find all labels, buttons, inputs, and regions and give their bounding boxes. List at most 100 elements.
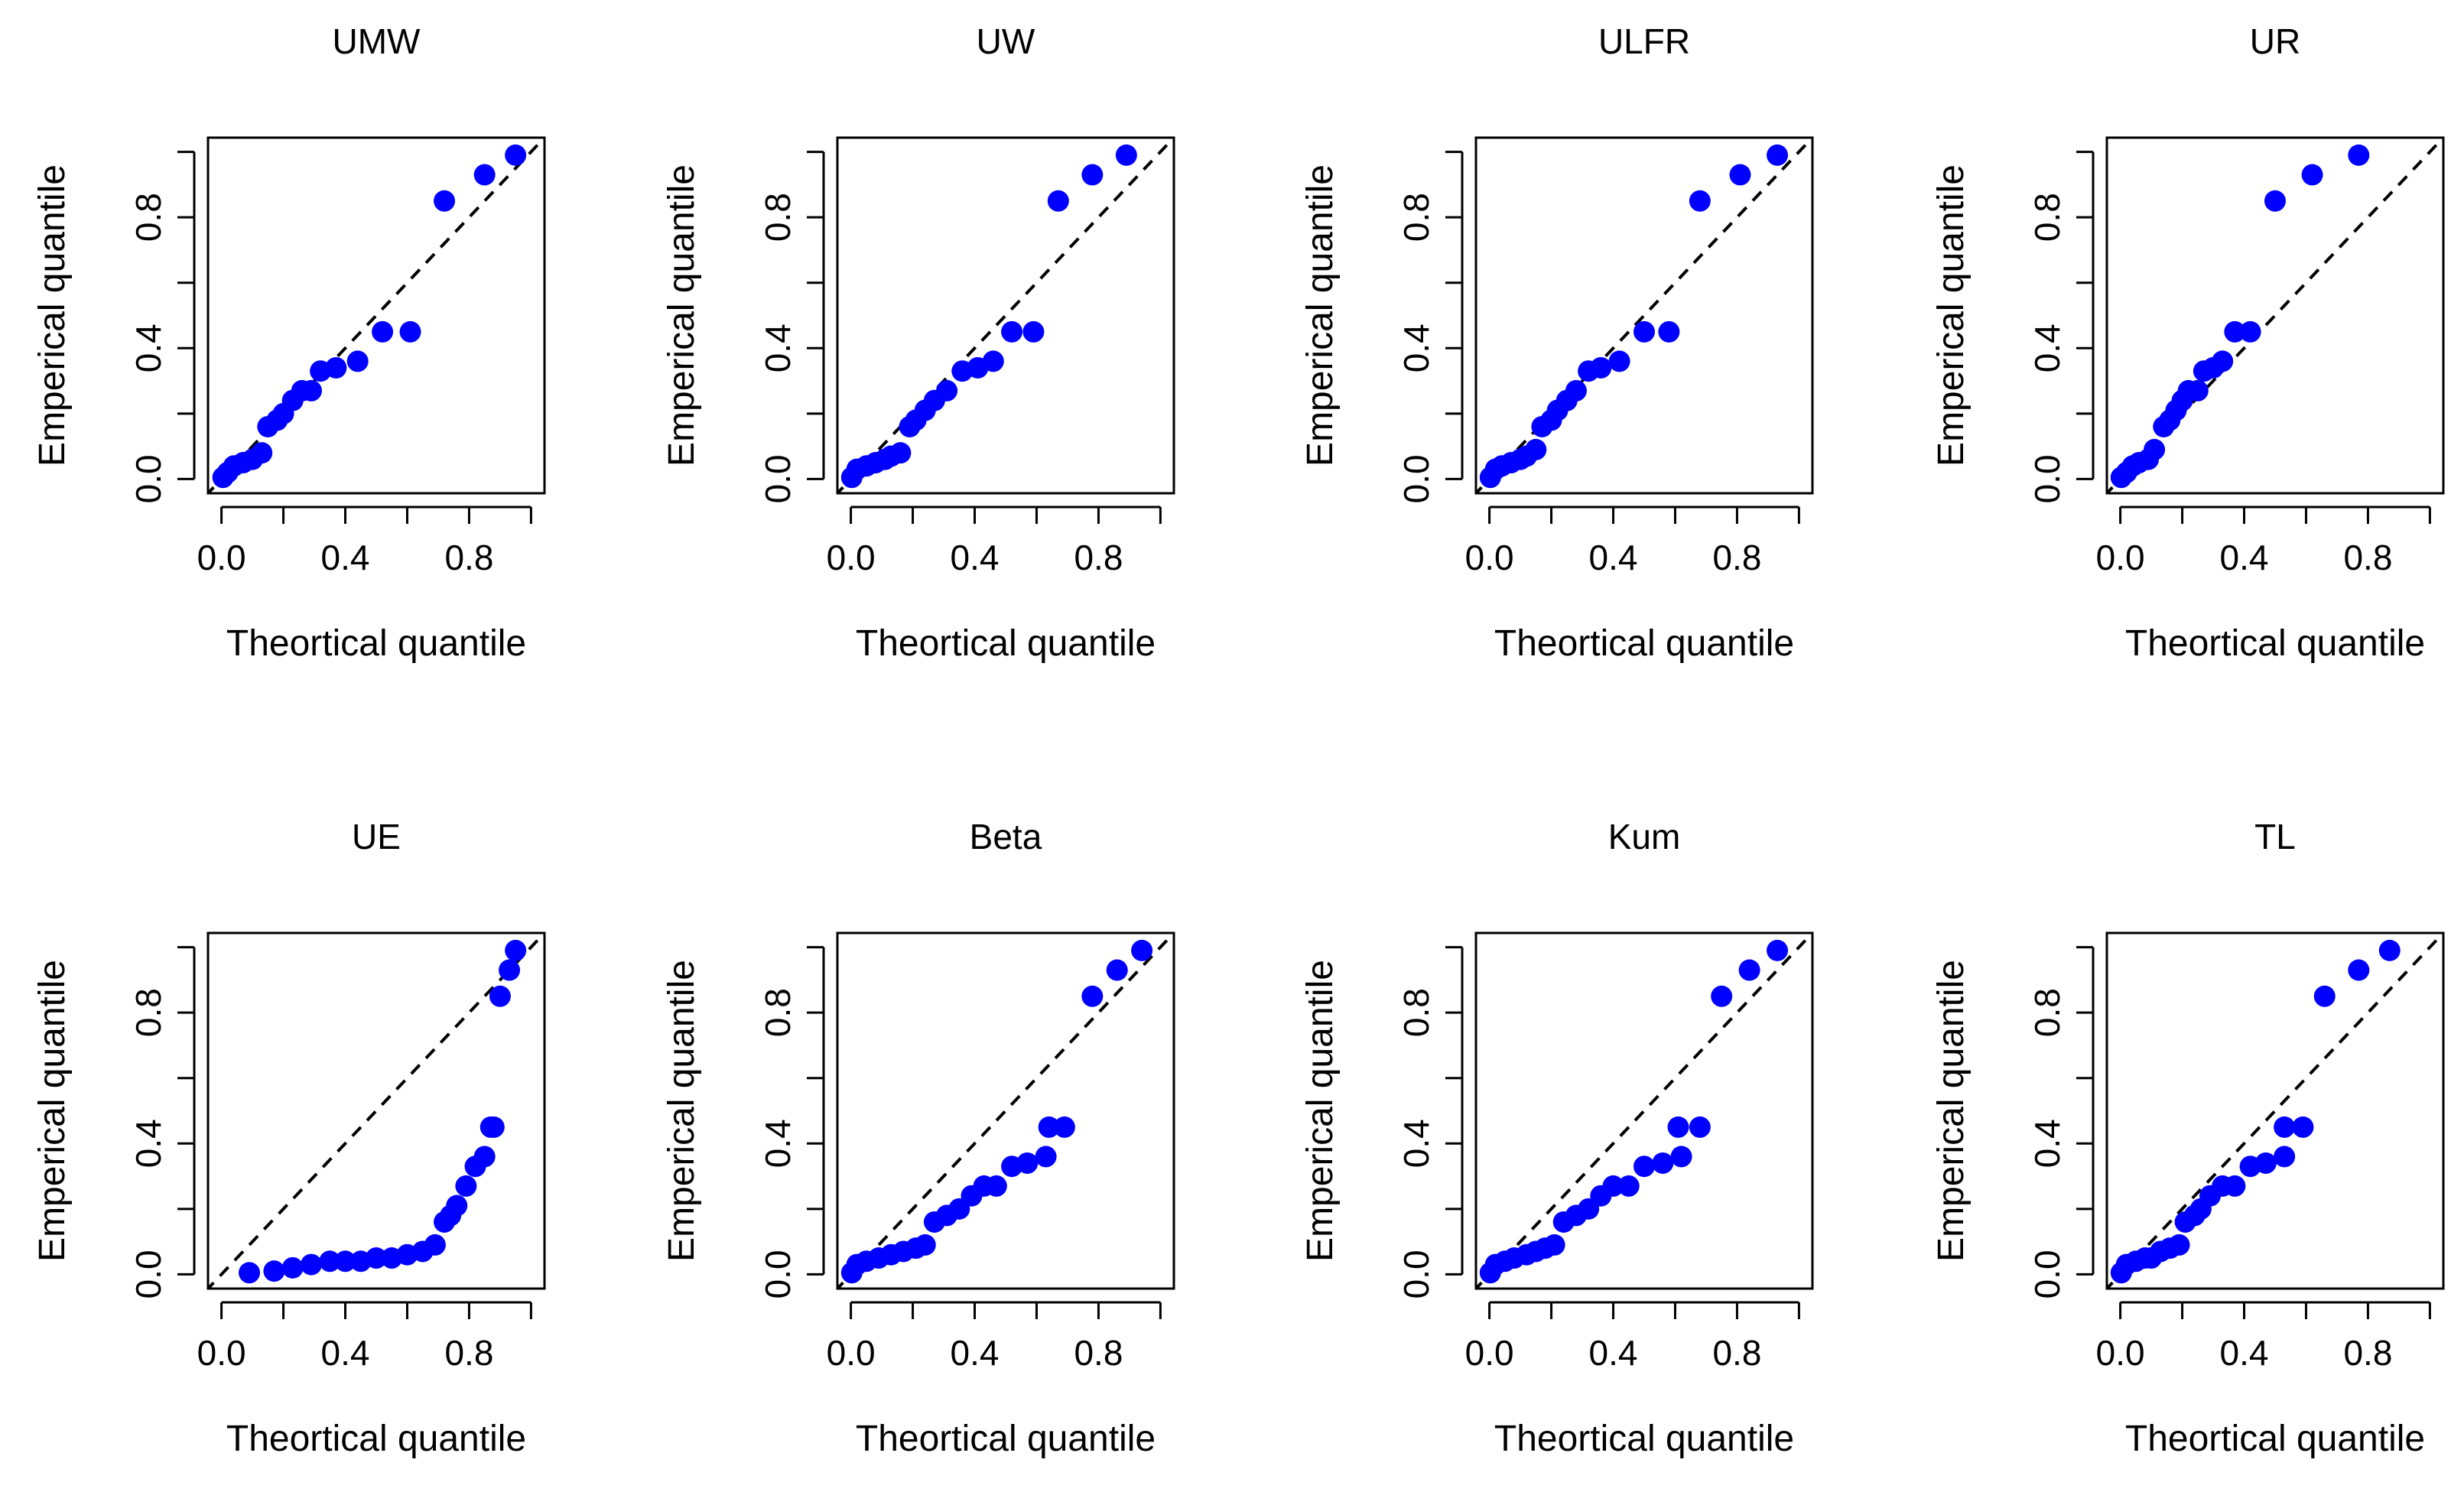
data-point [1711, 985, 1733, 1007]
y-tick-label: 0.4 [128, 323, 168, 372]
y-axis-label: Emperical quantile [32, 960, 73, 1262]
x-tick-label: 0.4 [1589, 1333, 1638, 1373]
data-point [372, 320, 394, 343]
x-tick-label: 0.8 [2343, 1333, 2392, 1373]
panel-ue: UE 0.0 0.4 0.8 0.0 0.4 0.8 Theortical quantile E… [32, 817, 546, 1459]
y-tick-label: 0.0 [2027, 1250, 2067, 1299]
x-tick-label: 0.4 [951, 1333, 1000, 1373]
panel-ur: UR 0.0 0.4 0.8 0.0 0.4 0.8 Theortical quantile E… [1931, 21, 2445, 664]
y-tick-label: 0.8 [2027, 988, 2067, 1037]
data-point [1081, 164, 1104, 186]
data-point [2301, 164, 2323, 186]
plot-box [206, 931, 546, 1290]
data-point [334, 1250, 356, 1273]
panel-title: UE [352, 817, 401, 857]
data-point [1590, 356, 1612, 379]
data-point [2274, 1116, 2296, 1138]
data-point [300, 379, 322, 401]
data-point [489, 985, 511, 1007]
reference-line [837, 138, 1174, 493]
y-tick-label: 0.0 [1396, 1250, 1436, 1299]
panel-ulfr: ULFR 0.0 0.4 0.8 0.0 0.4 0.8 Theortical quantil… [1300, 21, 1814, 664]
x-tick-label: 0.0 [197, 1333, 246, 1373]
data-point [2224, 1175, 2246, 1197]
y-axis-label: Emperical quantile [1300, 164, 1341, 466]
data-point [2274, 1146, 2296, 1168]
data-point [1022, 320, 1045, 343]
x-tick-label: 0.8 [1074, 538, 1123, 577]
panel-tl: TL 0.0 0.4 0.8 0.0 0.4 0.8 Theortical quantile E… [1931, 817, 2445, 1459]
x-tick-label: 0.8 [1074, 1333, 1123, 1373]
y-tick-label: 0.0 [758, 454, 798, 503]
y-tick-label: 0.4 [1396, 1119, 1436, 1168]
reference-line [208, 138, 544, 493]
y-axis-label: Emperical quantile [1931, 960, 1972, 1262]
plot-box [1474, 931, 1814, 1290]
data-point [1658, 320, 1680, 343]
data-point [505, 144, 527, 166]
data-point [263, 1260, 285, 1282]
data-point [1633, 320, 1655, 343]
data-point [914, 1234, 936, 1256]
x-axis-label: Theortical quantile [1494, 1419, 1794, 1459]
x-tick-label: 0.4 [1589, 538, 1638, 577]
data-point [1670, 1146, 1692, 1168]
data-point [281, 1256, 304, 1279]
y-tick-label: 0.8 [2027, 193, 2067, 242]
data-point [1016, 1152, 1039, 1174]
data-point [366, 1247, 387, 1269]
data-point [1767, 939, 1789, 961]
panel-title: Kum [1608, 817, 1681, 857]
data-point [1047, 190, 1069, 212]
data-point [2239, 320, 2261, 343]
data-point [319, 1250, 341, 1273]
data-point [982, 350, 1004, 372]
data-point [346, 350, 369, 372]
plot-box [836, 931, 1175, 1290]
data-point [2254, 1152, 2277, 1174]
data-point [1035, 1146, 1057, 1168]
y-tick-label: 0.4 [758, 323, 798, 372]
data-point [325, 356, 347, 379]
panel-uw: UW 0.0 0.4 0.8 0.0 0.4 0.8 Theortical quantile E… [662, 21, 1175, 664]
plot-box [836, 136, 1175, 495]
x-axis-label: Theortical quantile [226, 623, 526, 664]
y-tick-label: 0.0 [128, 454, 168, 503]
x-tick-label: 0.4 [321, 538, 370, 577]
y-tick-label: 0.8 [1396, 988, 1436, 1037]
y-tick-label: 0.0 [2027, 454, 2067, 503]
y-tick-label: 0.8 [758, 988, 798, 1037]
data-point [1543, 1234, 1565, 1256]
plot-box [2105, 136, 2445, 495]
data-point [2186, 379, 2209, 401]
y-tick-label: 0.8 [758, 193, 798, 242]
data-point [2292, 1116, 2314, 1138]
y-tick-label: 0.8 [1396, 193, 1436, 242]
data-point [424, 1234, 446, 1256]
y-axis-label: Emperical quantile [662, 960, 702, 1262]
y-tick-label: 0.0 [758, 1250, 798, 1299]
data-point [1525, 438, 1547, 460]
panel-title: UW [977, 21, 1035, 61]
panel-umw: UMW 0.0 0.4 0.8 0.0 0.4 0.8 Theortical quantile… [32, 21, 546, 664]
y-tick-label: 0.4 [128, 1119, 168, 1168]
x-tick-label: 0.4 [2220, 1333, 2269, 1373]
data-point [2378, 939, 2401, 961]
x-axis-label: Theortical quantile [2125, 1419, 2425, 1459]
y-axis-label: Emperical quantile [32, 164, 73, 466]
data-point [1115, 144, 1137, 166]
panel-kum: Kum 0.0 0.4 0.8 0.0 0.4 0.8 Theortical quantile… [1300, 817, 1814, 1459]
x-tick-label: 0.4 [2220, 538, 2269, 577]
plot-box [2105, 931, 2445, 1290]
x-tick-label: 0.0 [827, 1333, 876, 1373]
data-point [936, 379, 958, 401]
x-tick-label: 0.0 [2096, 1333, 2145, 1373]
x-tick-label: 0.8 [2343, 538, 2392, 577]
x-tick-label: 0.8 [1712, 1333, 1761, 1373]
data-point [239, 1262, 261, 1284]
data-point [1053, 1116, 1075, 1138]
panel-title: UR [2250, 21, 2300, 61]
data-point [985, 1175, 1007, 1197]
data-point [1738, 959, 1760, 981]
